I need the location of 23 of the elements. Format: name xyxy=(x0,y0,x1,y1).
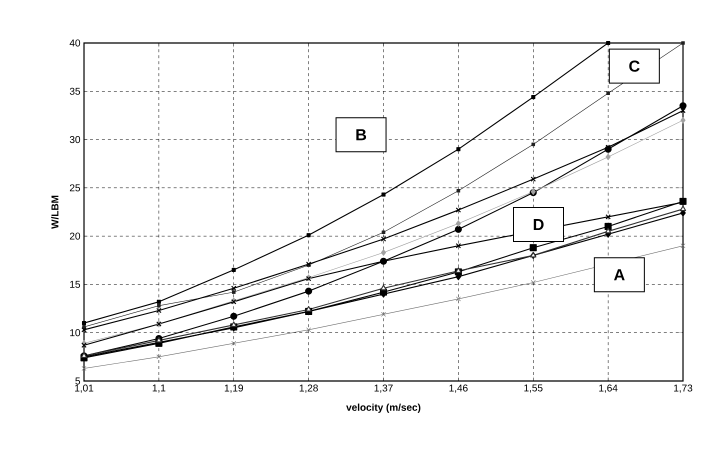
y-tick-label: 30 xyxy=(70,136,80,144)
y-tick-label: 35 xyxy=(70,88,80,95)
y-tick-label: 10 xyxy=(70,329,80,336)
annotation: D xyxy=(534,219,544,230)
y-tick-label: 20 xyxy=(70,232,80,240)
x-tick-label: 1,19 xyxy=(224,384,243,393)
x-tick-label: 1,73 xyxy=(674,384,692,393)
annotation: C xyxy=(629,60,640,72)
x-tick-label: 1,64 xyxy=(599,384,618,393)
y-tick-label: 15 xyxy=(70,280,80,288)
x-tick-label: 1,55 xyxy=(524,384,543,393)
x-tick-label: 1,1 xyxy=(152,384,166,393)
x-axis-title: velocity (m/sec) xyxy=(346,404,420,413)
y-tick-label: 40 xyxy=(70,39,80,47)
annotation: A xyxy=(614,269,625,280)
x-tick-label: 1,37 xyxy=(374,384,393,393)
y-tick-label: 25 xyxy=(70,184,80,192)
y-tick-label: 5 xyxy=(75,378,80,384)
annotation: B xyxy=(356,129,366,140)
x-tick-label: 1,28 xyxy=(300,384,318,393)
x-tick-label: 1,46 xyxy=(449,384,468,393)
x-tick-label: 1,01 xyxy=(75,384,94,393)
y-axis-title: W/LBM xyxy=(51,196,59,229)
